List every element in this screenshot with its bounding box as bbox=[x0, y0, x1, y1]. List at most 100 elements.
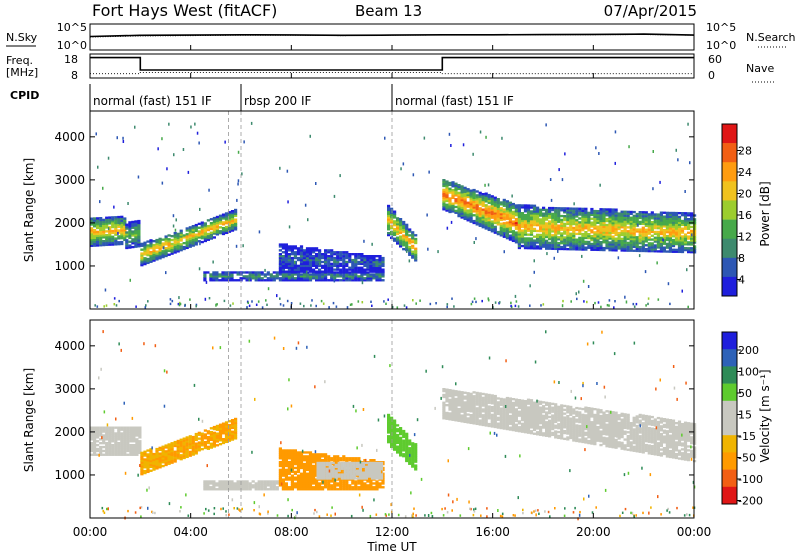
heatmap-cell bbox=[191, 449, 195, 452]
heatmap-cell bbox=[161, 457, 165, 460]
heatmap-cell bbox=[227, 279, 231, 282]
heatmap-cell bbox=[191, 453, 195, 456]
heatmap-cell bbox=[408, 234, 412, 237]
heatmap-cell bbox=[517, 208, 521, 211]
heatmap-cell bbox=[674, 223, 679, 226]
heatmap-cell bbox=[308, 457, 313, 460]
heatmap-cell bbox=[348, 256, 352, 260]
heatmap-cell bbox=[318, 270, 322, 273]
heatmap-cell bbox=[176, 238, 180, 241]
heatmap-cell bbox=[572, 213, 576, 216]
heatmap-cell bbox=[318, 453, 322, 456]
heatmap-cell bbox=[484, 209, 488, 213]
heatmap-speckle bbox=[134, 125, 136, 129]
heatmap-cell bbox=[659, 227, 663, 230]
heatmap-cell bbox=[330, 255, 334, 258]
heatmap-cell bbox=[167, 451, 171, 454]
freq-right-label: Nave bbox=[746, 62, 774, 75]
heatmap-cell bbox=[526, 208, 531, 211]
heatmap-cell bbox=[315, 255, 319, 258]
heatmap-cell bbox=[140, 465, 144, 468]
heatmap-cell bbox=[469, 400, 473, 403]
heatmap-cell bbox=[454, 401, 458, 405]
heatmap-cell bbox=[442, 409, 446, 412]
heatmap-cell bbox=[683, 239, 688, 242]
heatmap-cell bbox=[638, 211, 642, 214]
heatmap-cell bbox=[123, 442, 127, 445]
heatmap-cell bbox=[358, 463, 362, 467]
heatmap-cell bbox=[472, 408, 476, 412]
heatmap-speckle bbox=[561, 178, 564, 182]
heatmap-cell bbox=[312, 247, 316, 250]
heatmap-cell bbox=[677, 221, 682, 225]
heatmap-cell bbox=[536, 208, 540, 211]
heatmap-cell bbox=[659, 215, 663, 218]
heatmap-cell bbox=[690, 235, 694, 238]
heatmap-cell bbox=[566, 213, 570, 216]
heatmap-cell bbox=[105, 444, 109, 447]
heatmap-cell bbox=[602, 217, 606, 221]
heatmap-cell bbox=[617, 241, 621, 244]
heatmap-cell bbox=[496, 201, 500, 205]
heatmap-cell bbox=[520, 233, 525, 236]
heatmap-cell bbox=[278, 279, 282, 282]
heatmap-cell bbox=[99, 238, 103, 241]
heatmap-cell bbox=[484, 408, 488, 412]
heatmap-cell bbox=[629, 249, 633, 252]
heatmap-cell bbox=[599, 213, 603, 217]
heatmap-cell bbox=[393, 423, 397, 426]
heatmap-cell bbox=[569, 226, 573, 230]
heatmap-cell bbox=[293, 470, 297, 474]
heatmap-cell bbox=[331, 465, 335, 469]
heatmap-cell bbox=[233, 279, 237, 282]
heatmap-cell bbox=[662, 225, 666, 228]
heatmap-cell bbox=[111, 229, 115, 233]
heatmap-cell bbox=[466, 398, 470, 401]
heatmap-cell bbox=[554, 208, 558, 212]
heatmap-cell bbox=[111, 218, 115, 221]
heatmap-cell bbox=[111, 447, 115, 451]
heatmap-cell bbox=[287, 472, 291, 475]
heatmap-cell bbox=[478, 409, 482, 413]
heatmap-cell bbox=[161, 255, 165, 259]
heatmap-cell bbox=[299, 461, 304, 464]
heatmap-cell bbox=[581, 242, 585, 245]
heatmap-speckle bbox=[385, 302, 387, 305]
heatmap-cell bbox=[620, 218, 624, 221]
heatmap-cell bbox=[608, 208, 612, 211]
heatmap-cell bbox=[230, 488, 234, 491]
heatmap-cell bbox=[481, 404, 485, 407]
heatmap-cell bbox=[635, 243, 639, 247]
heatmap-cell bbox=[393, 214, 397, 217]
heatmap-cell bbox=[671, 240, 676, 244]
heatmap-cell bbox=[620, 239, 624, 242]
heatmap-cell bbox=[114, 449, 118, 453]
heatmap-speckle bbox=[595, 146, 597, 150]
heatmap-cell bbox=[572, 246, 576, 249]
heatmap-cell bbox=[348, 457, 352, 460]
heatmap-cell bbox=[355, 473, 359, 476]
heatmap-cell bbox=[662, 246, 666, 249]
heatmap-cell bbox=[293, 453, 297, 456]
heatmap-cell bbox=[357, 279, 361, 282]
heatmap-cell bbox=[635, 241, 639, 245]
heatmap-cell bbox=[284, 262, 288, 266]
heatmap-cell bbox=[526, 223, 531, 227]
heatmap-cell bbox=[348, 486, 352, 489]
heatmap-cell bbox=[466, 213, 470, 216]
heatmap-cell bbox=[662, 217, 666, 220]
heatmap-cell bbox=[668, 229, 672, 232]
heatmap-cell bbox=[123, 449, 127, 453]
heatmap-cell bbox=[114, 221, 118, 225]
heatmap-cell bbox=[475, 407, 479, 410]
heatmap-cell bbox=[138, 449, 142, 453]
heatmap-cell bbox=[212, 425, 216, 429]
heatmap-cell bbox=[215, 217, 219, 221]
heatmap-cell bbox=[179, 454, 183, 457]
heatmap-cell bbox=[287, 262, 291, 266]
heatmap-cell bbox=[451, 393, 455, 396]
heatmap-cell bbox=[345, 268, 349, 271]
heatmap-cell bbox=[188, 226, 192, 229]
heatmap-cell bbox=[529, 229, 534, 233]
heatmap-cell bbox=[143, 450, 147, 453]
